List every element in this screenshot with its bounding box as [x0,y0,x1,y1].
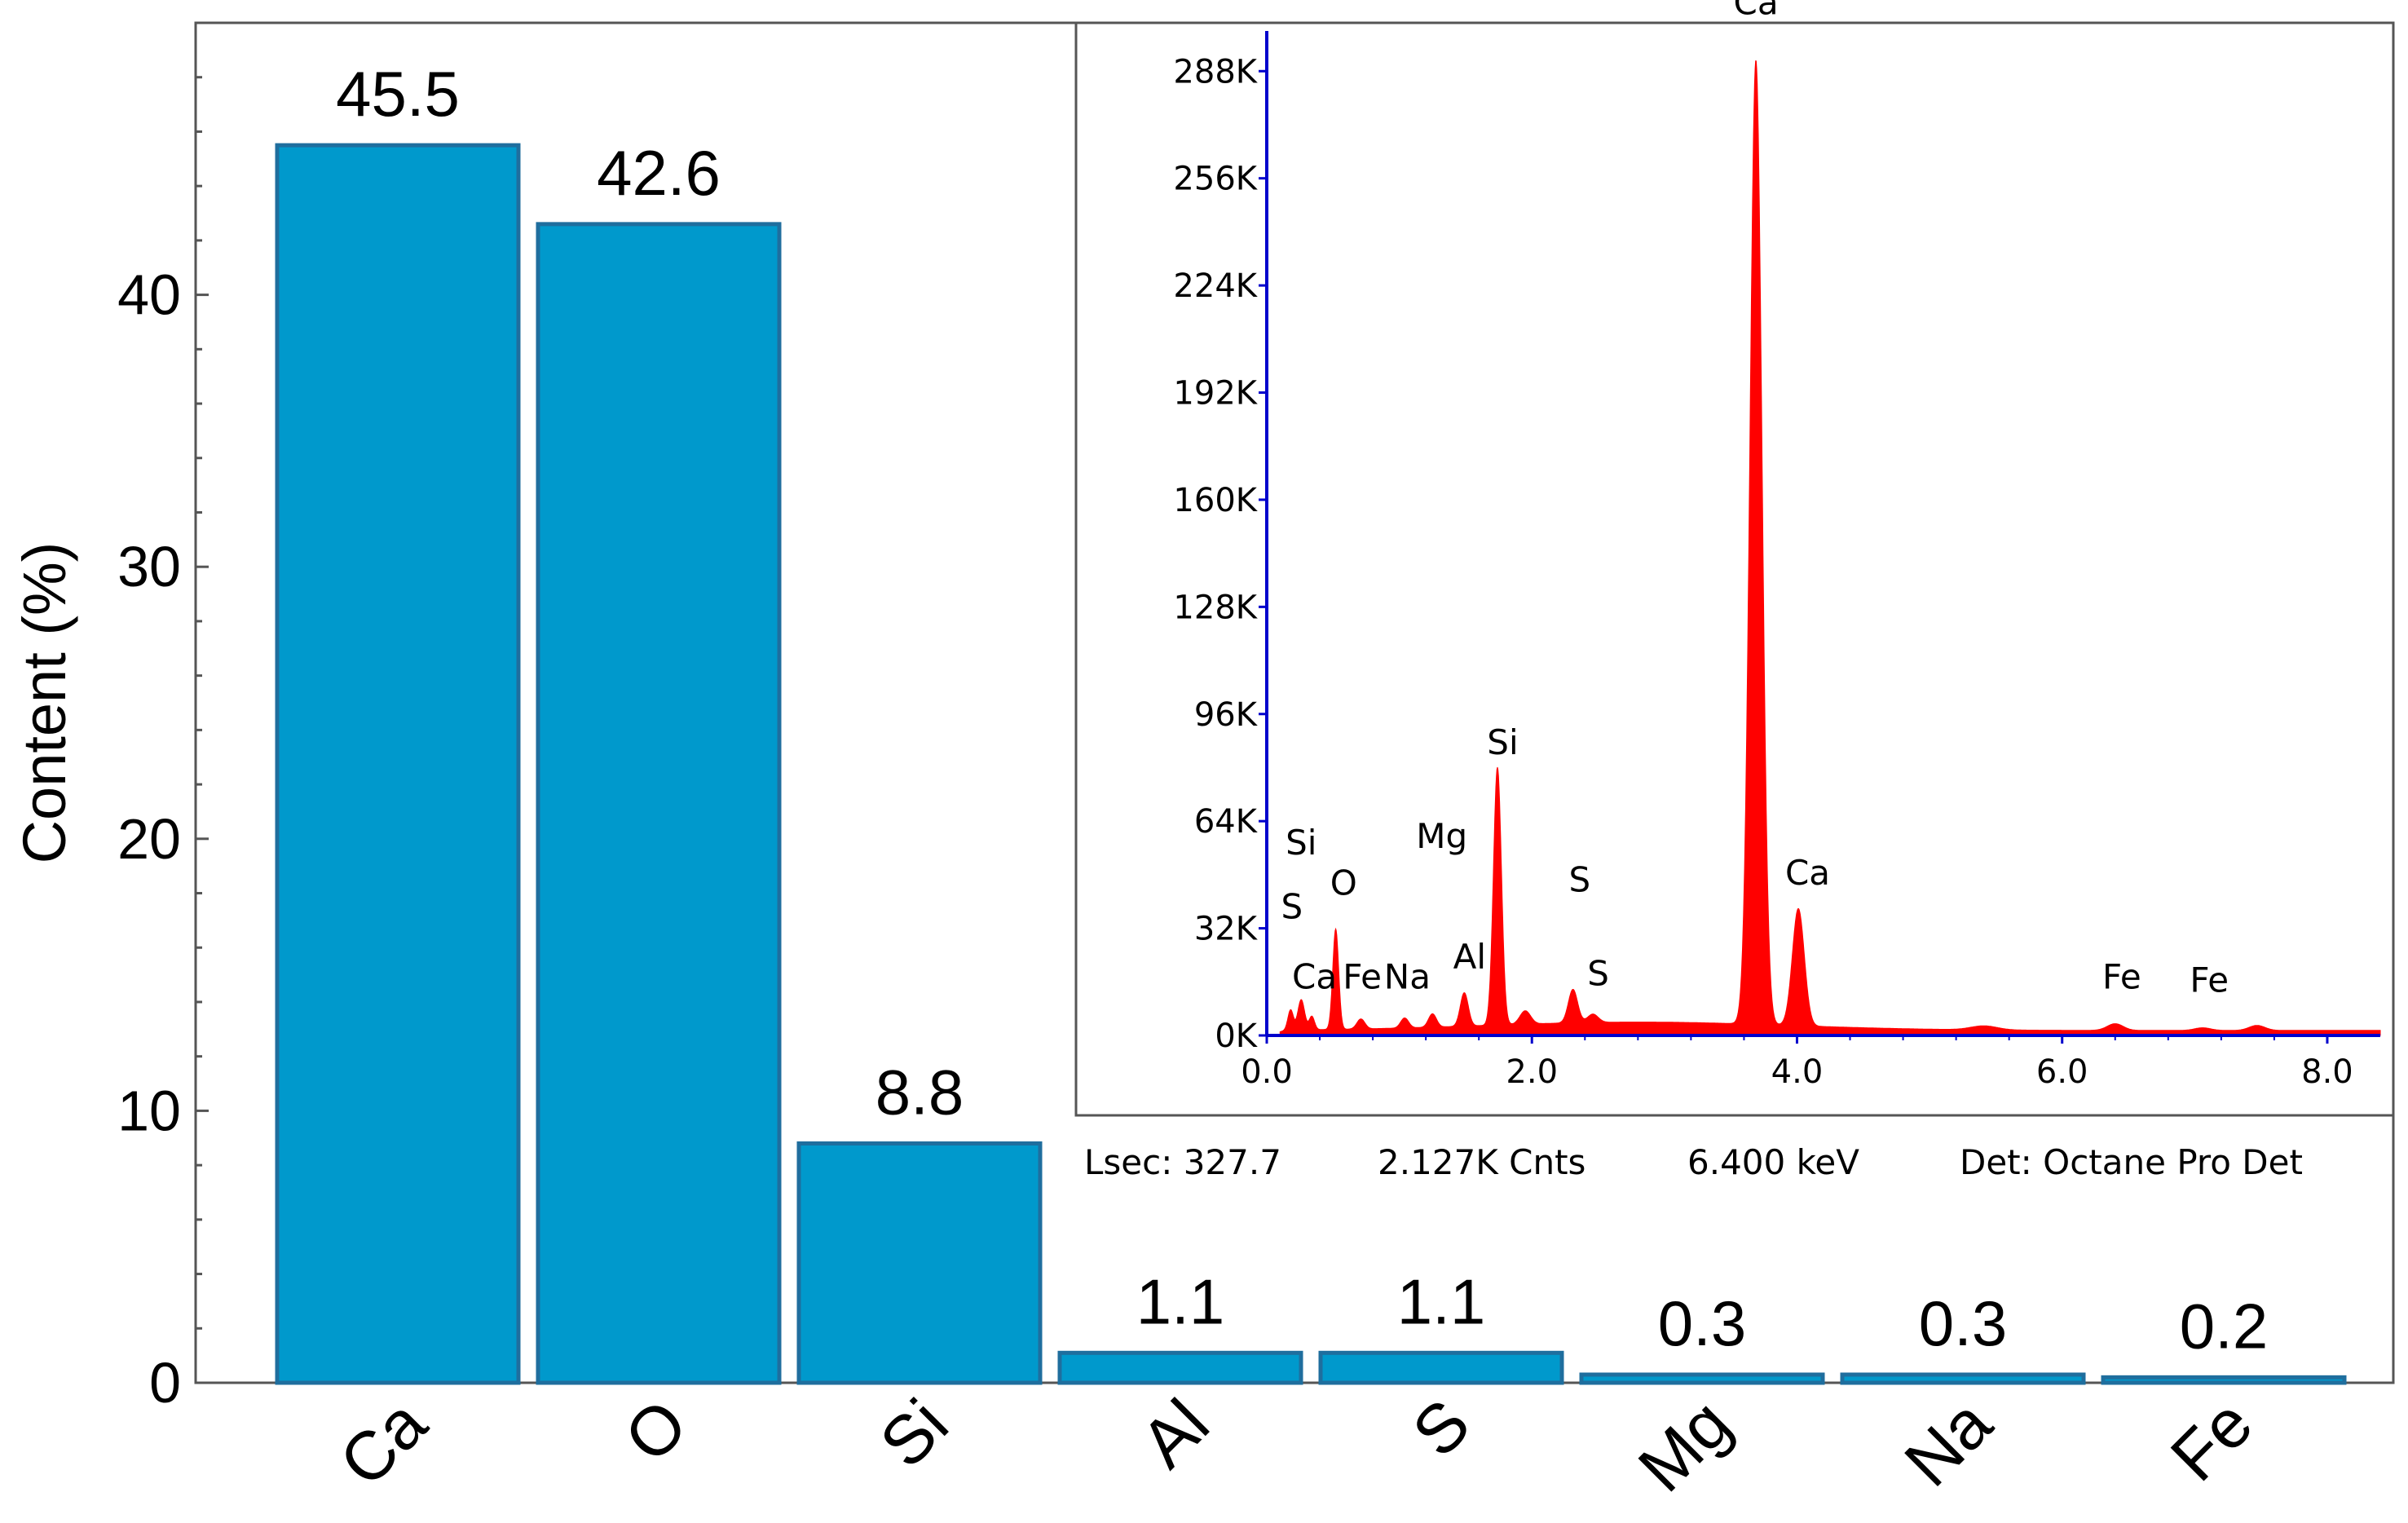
inset-x-tick-label: 6.0 [2036,1053,2088,1091]
peak-label-s: S [1281,886,1303,926]
inset-y-tick-label: 160K [1173,482,1258,519]
inset-y-tick-label: 32K [1194,911,1259,948]
peak-label-fe: Fe [2190,960,2229,1000]
bar-series: 45.5 42.6 8.8 1.1 1.1 0.3 0.3 0.2 [275,58,2347,1385]
y-tick-label: 20 [117,807,181,871]
peak-label-al: Al [1453,937,1486,977]
x-tick-label: Fe [2156,1384,2267,1495]
x-tick-label: Ca [324,1384,441,1501]
inset-y-tick-label: 192K [1173,375,1258,413]
spectrum-area [1279,60,2381,1036]
y-tick-label: 10 [117,1079,181,1142]
y-tick-label: 0 [149,1351,181,1415]
bar-s [1318,1350,1564,1385]
peak-label-mg: Mg [1416,816,1467,856]
info-kev: 6.400 keV [1687,1142,1859,1182]
bar-na [1840,1372,2086,1385]
eds-spectrum-inset: 0K 32K 64K 96K 128K 160K 192K 224K 256K 288K 0.0 2… [1074,0,2395,1117]
inset-x-tick-label: 4.0 [1771,1053,1824,1091]
inset-x-tick-label: 0.0 [1241,1053,1293,1091]
peak-label-fe: Fe [2102,957,2141,997]
y-tick-label: 40 [117,263,181,327]
inset-info-bar: Lsec: 327.7 2.127K Cnts 6.400 keV Det: O… [1084,1142,2303,1182]
peak-label-s: S [1587,953,1609,993]
x-tick-label: Si [865,1384,962,1481]
bar-value-label: 0.3 [1658,1287,1746,1359]
inset-y-tick-label: 96K [1194,696,1259,734]
bar-value-label: 0.3 [1919,1287,2007,1359]
inset-y-tick-label: 288K [1173,53,1258,90]
inset-x-axis: 0.0 2.0 4.0 6.0 8.0 [1241,1035,2353,1091]
bar-mg [1579,1372,1825,1385]
y-axis-label: Content (%) [11,542,78,864]
bar-value-label: 1.1 [1397,1265,1485,1337]
inset-y-tick-label: 224K [1173,267,1258,305]
inset-y-tick-label: 256K [1173,161,1258,198]
x-tick-label: S [1398,1384,1484,1471]
bar-value-label: 8.8 [875,1056,964,1128]
bar-value-label: 45.5 [336,58,460,130]
peak-label-si: Si [1487,722,1518,762]
x-tick-label: O [610,1384,702,1477]
bar-o [536,222,782,1385]
bar-al [1057,1350,1303,1385]
bar-value-label: 1.1 [1136,1265,1224,1337]
inset-border [1074,21,2395,1117]
inset-y-axis: 0K 32K 64K 96K 128K 160K 192K 224K 256K 288K [1173,53,1267,1055]
peak-label-ca: Ca [1292,957,1337,997]
info-counts: 2.127K Cnts [1378,1142,1585,1182]
peak-label-o: O [1330,863,1357,903]
peak-label-fe: Fe [1343,957,1382,997]
bar-si [796,1141,1043,1385]
inset-x-tick-label: 2.0 [1506,1053,1558,1091]
y-tick-label: 30 [117,535,181,598]
bar-value-label: 0.2 [2180,1290,2268,1362]
peak-label-na: Na [1384,957,1431,997]
bar-ca [275,143,521,1385]
peak-label-s: S [1568,859,1590,899]
bar-fe [2101,1375,2347,1385]
inset-x-tick-label: 8.0 [2301,1053,2353,1091]
x-axis: Ca O Si Al S Mg Na Fe [324,1384,2266,1506]
inset-y-tick-label: 64K [1194,803,1259,841]
info-detector: Det: Octane Pro Det [1960,1142,2303,1182]
inset-y-tick-label: 0K [1215,1018,1258,1055]
bar-value-label: 42.6 [597,137,721,209]
inset-y-tick-label: 128K [1173,589,1258,626]
x-tick-label: Mg [1624,1384,1745,1506]
x-tick-label: Na [1890,1384,2006,1501]
info-lsec: Lsec: 327.7 [1084,1142,1281,1182]
peak-label-ca: Ca [1785,853,1830,893]
peak-label-ca: Ca [1734,0,1779,22]
x-tick-label: Al [1126,1384,1223,1481]
y-axis: 0 10 20 30 40 [117,76,209,1415]
peak-label-si: Si [1286,823,1316,863]
